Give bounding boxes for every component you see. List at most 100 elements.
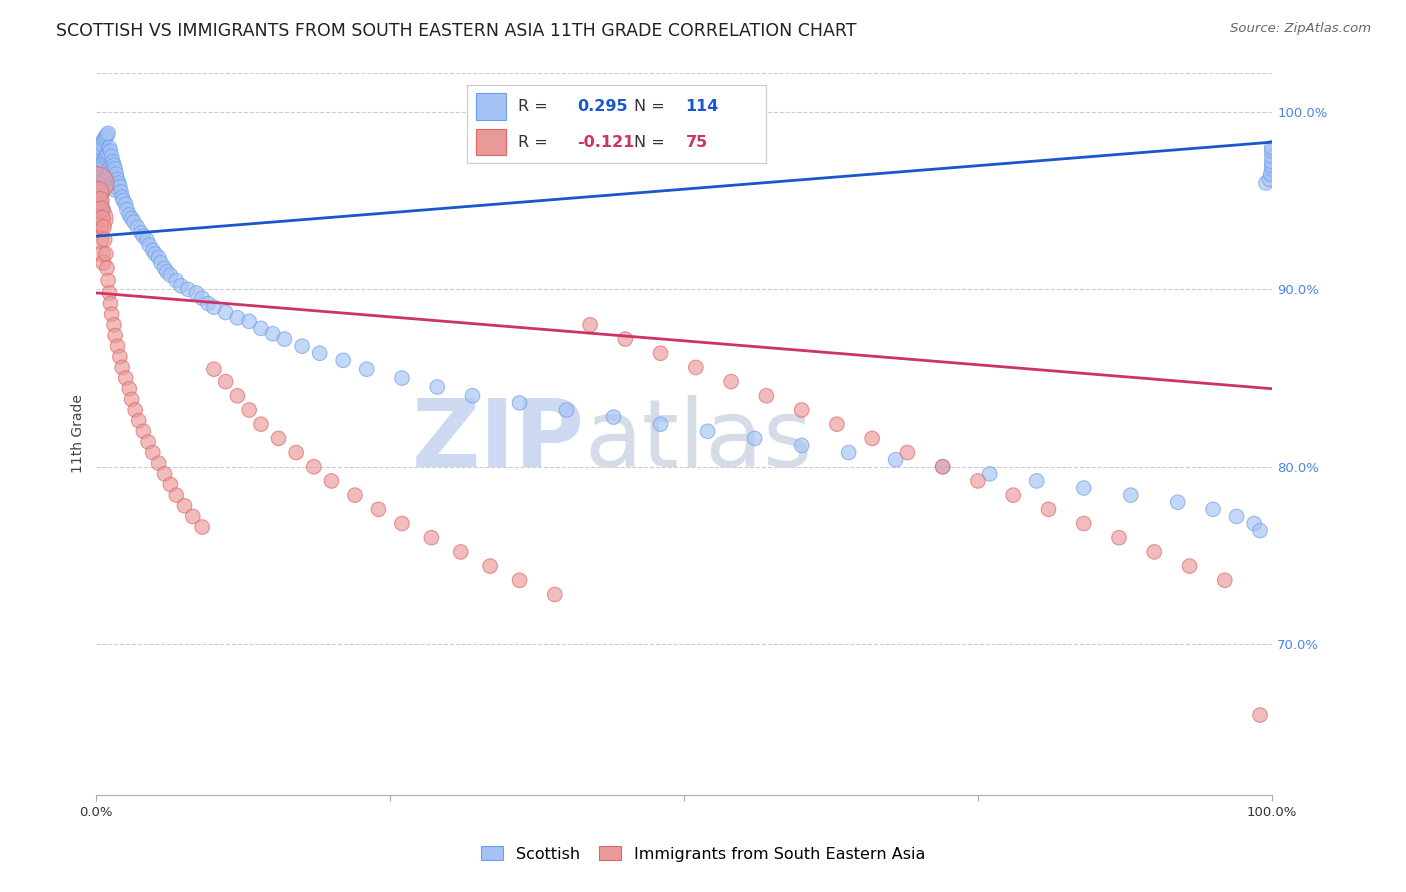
Point bbox=[105, 167, 128, 181]
Point bbox=[391, 516, 413, 531]
Point bbox=[931, 459, 953, 474]
Point bbox=[1119, 488, 1142, 502]
Point bbox=[104, 183, 127, 197]
Point bbox=[91, 158, 114, 172]
Point bbox=[96, 147, 118, 161]
Point bbox=[1202, 502, 1225, 516]
Point bbox=[114, 371, 136, 385]
Point bbox=[153, 261, 176, 276]
Text: atlas: atlas bbox=[583, 395, 813, 487]
Point bbox=[226, 389, 249, 403]
Point bbox=[108, 350, 131, 364]
Point bbox=[91, 247, 114, 261]
Point bbox=[1143, 545, 1166, 559]
Point bbox=[98, 285, 121, 300]
Point bbox=[94, 129, 117, 144]
Point bbox=[197, 296, 219, 310]
Point bbox=[87, 149, 110, 163]
Point bbox=[93, 176, 115, 190]
Point bbox=[267, 431, 290, 445]
Point bbox=[156, 265, 179, 279]
Point bbox=[1073, 516, 1095, 531]
Point bbox=[96, 261, 118, 276]
Point bbox=[121, 211, 143, 226]
Point bbox=[461, 389, 484, 403]
Point bbox=[103, 158, 125, 172]
Point bbox=[508, 396, 530, 410]
Point bbox=[426, 380, 449, 394]
Point bbox=[107, 176, 129, 190]
Point bbox=[94, 170, 117, 185]
Point bbox=[87, 220, 110, 235]
Point bbox=[124, 403, 146, 417]
Point bbox=[544, 587, 567, 601]
Point bbox=[420, 531, 443, 545]
Point bbox=[100, 165, 122, 179]
Point bbox=[150, 256, 173, 270]
Point bbox=[93, 133, 115, 147]
Point bbox=[93, 233, 115, 247]
Point bbox=[1167, 495, 1189, 509]
Point bbox=[186, 285, 208, 300]
Point bbox=[111, 360, 134, 375]
Point bbox=[825, 417, 848, 432]
Point bbox=[86, 176, 108, 190]
Point bbox=[89, 194, 111, 208]
Point bbox=[100, 144, 122, 158]
Legend: Scottish, Immigrants from South Eastern Asia: Scottish, Immigrants from South Eastern … bbox=[474, 839, 932, 868]
Point bbox=[129, 226, 152, 240]
Point bbox=[128, 414, 150, 428]
Point bbox=[291, 339, 314, 353]
Point bbox=[143, 247, 166, 261]
Text: ZIP: ZIP bbox=[412, 395, 583, 487]
Point bbox=[87, 185, 110, 199]
Point bbox=[159, 477, 181, 491]
Point bbox=[165, 488, 187, 502]
Point bbox=[650, 417, 672, 432]
Point bbox=[100, 170, 122, 185]
Point bbox=[93, 202, 115, 217]
Point bbox=[97, 145, 120, 160]
Point bbox=[107, 339, 129, 353]
Y-axis label: 11th Grade: 11th Grade bbox=[72, 394, 86, 474]
Point bbox=[1261, 149, 1284, 163]
Point bbox=[115, 202, 138, 217]
Text: SCOTTISH VS IMMIGRANTS FROM SOUTH EASTERN ASIA 11TH GRADE CORRELATION CHART: SCOTTISH VS IMMIGRANTS FROM SOUTH EASTER… bbox=[56, 22, 856, 40]
Point bbox=[177, 282, 200, 296]
Point bbox=[884, 452, 907, 467]
Point bbox=[273, 332, 295, 346]
Point bbox=[696, 425, 718, 439]
Point bbox=[302, 459, 325, 474]
Point bbox=[98, 161, 121, 176]
Point bbox=[744, 431, 766, 445]
Point bbox=[1260, 167, 1282, 181]
Point bbox=[614, 332, 637, 346]
Point bbox=[90, 202, 112, 217]
Point bbox=[214, 305, 236, 319]
Point bbox=[112, 194, 135, 208]
Point bbox=[238, 403, 260, 417]
Point bbox=[114, 197, 136, 211]
Point bbox=[967, 474, 990, 488]
Point bbox=[579, 318, 602, 332]
Point bbox=[1178, 559, 1201, 574]
Point bbox=[508, 574, 530, 588]
Point bbox=[91, 211, 114, 226]
Point bbox=[479, 559, 502, 574]
Point bbox=[321, 474, 343, 488]
Point bbox=[96, 128, 118, 142]
Point bbox=[979, 467, 1001, 481]
Point bbox=[110, 185, 132, 199]
Point bbox=[142, 445, 165, 459]
Point bbox=[1261, 154, 1284, 169]
Point bbox=[90, 140, 112, 154]
Point bbox=[91, 211, 114, 226]
Point bbox=[602, 410, 624, 425]
Point bbox=[132, 229, 155, 244]
Point bbox=[87, 202, 110, 217]
Point bbox=[118, 208, 141, 222]
Point bbox=[285, 445, 308, 459]
Point bbox=[356, 362, 378, 376]
Point bbox=[159, 268, 181, 283]
Point bbox=[122, 215, 145, 229]
